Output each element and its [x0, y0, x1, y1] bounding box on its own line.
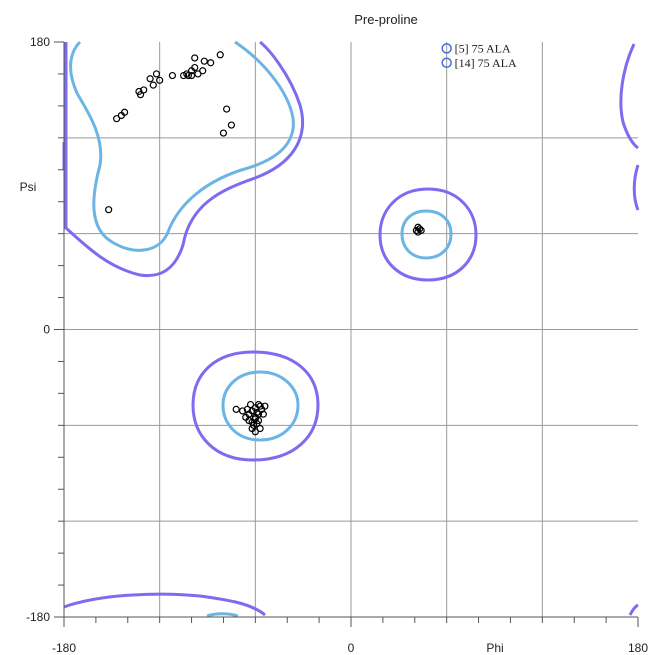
data-point	[149, 81, 157, 89]
data-point	[243, 405, 251, 413]
outlier-label: [14] 75 ALA	[455, 56, 517, 70]
data-point	[219, 129, 228, 137]
data-point	[223, 105, 231, 113]
outlier-legend: [5] 75 ALA[14] 75 ALA	[441, 41, 517, 70]
data-point	[414, 228, 422, 236]
x-tick-label: 180	[628, 641, 648, 655]
data-point	[246, 400, 255, 409]
allowed-contour-bottom-right	[628, 603, 639, 616]
x-tick-label: -180	[52, 641, 76, 655]
y-axis-label: Psi	[20, 180, 37, 194]
data-point	[156, 76, 164, 84]
allowed-contour-beta	[64, 40, 305, 278]
data-point	[216, 51, 224, 59]
y-tick-label: 0	[43, 323, 50, 337]
data-point	[253, 420, 261, 428]
data-point	[256, 424, 264, 433]
allowed-contour-right-top	[619, 43, 639, 150]
favored-contour-beta	[69, 40, 295, 252]
allowed-contour-bottom	[63, 592, 266, 617]
data-point	[199, 67, 207, 75]
favored-contour-alpha-l	[400, 209, 453, 260]
y-tick-label: -180	[26, 610, 50, 624]
x-tick-label: 0	[348, 641, 355, 655]
data-point	[117, 111, 126, 120]
outlier-marker	[441, 57, 452, 69]
data-point	[184, 71, 192, 80]
data-point	[259, 410, 267, 418]
outlier-label: [5] 75 ALA	[455, 41, 511, 55]
allowed-contour-right-mid	[632, 164, 640, 211]
outlier-marker	[441, 43, 452, 54]
allowed-contour-alpha-l	[378, 187, 478, 282]
data-point	[200, 57, 208, 65]
data-point	[146, 75, 154, 83]
data-point	[261, 402, 269, 410]
data-point	[251, 415, 259, 423]
data-point	[187, 67, 196, 75]
data-point	[187, 71, 196, 80]
x-axis-label: Phi	[486, 641, 503, 655]
data-point	[254, 410, 263, 418]
favored-contour-alpha-r	[221, 370, 300, 442]
data-point	[248, 424, 256, 433]
data-point	[105, 206, 113, 214]
data-point	[140, 86, 148, 94]
data-point	[152, 70, 161, 78]
data-point	[245, 416, 253, 425]
data-point	[179, 71, 188, 80]
allowed-contour-alpha-r	[191, 350, 320, 462]
data-points	[105, 51, 425, 436]
data-point	[113, 115, 121, 123]
chart-title: Pre-proline	[354, 12, 418, 27]
grid	[64, 42, 638, 617]
favored-contour-bottom	[206, 612, 239, 618]
data-point	[191, 54, 199, 62]
data-point	[168, 71, 177, 80]
data-point	[227, 121, 236, 129]
data-point	[238, 407, 247, 415]
axes: -180 0 180 180 0 -180	[26, 35, 648, 655]
data-point	[207, 59, 215, 67]
data-point	[194, 70, 202, 78]
data-point	[136, 91, 145, 99]
data-point	[253, 408, 261, 417]
data-point	[232, 405, 240, 413]
y-tick-label: 180	[30, 35, 50, 49]
data-point	[412, 226, 420, 235]
